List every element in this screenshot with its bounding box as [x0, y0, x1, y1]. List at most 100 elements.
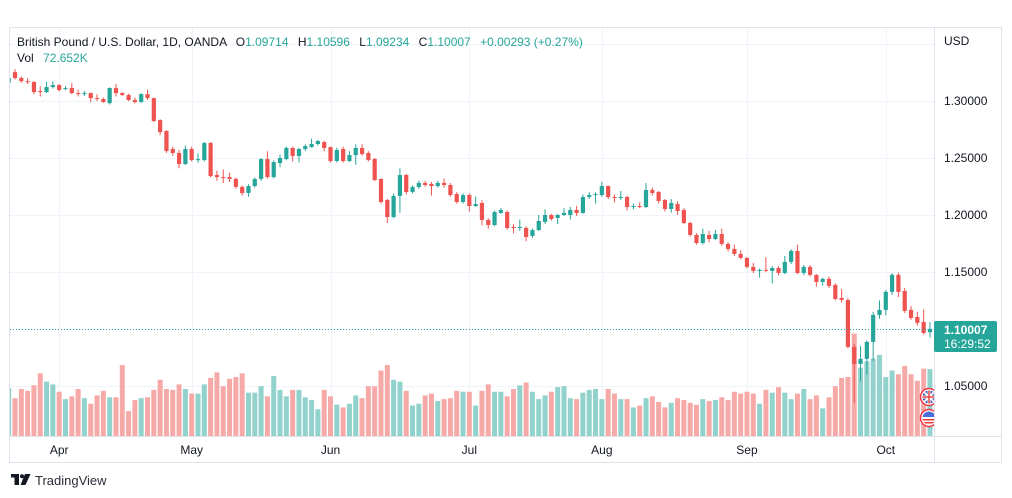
- candle-body: [107, 88, 112, 104]
- candle: [700, 228, 705, 245]
- ohlc-open-label: O: [235, 35, 246, 49]
- volume-bar: [511, 388, 516, 436]
- candle-body: [139, 94, 144, 103]
- candle: [214, 170, 220, 181]
- candle: [524, 226, 529, 242]
- volume-bar: [876, 354, 882, 436]
- candle-body: [50, 85, 55, 88]
- candle-body: [542, 214, 548, 222]
- candle: [845, 298, 851, 349]
- candle-body: [341, 149, 346, 161]
- candle-body: [751, 266, 756, 271]
- candle-body: [921, 321, 926, 333]
- candle-body: [662, 199, 668, 209]
- candle-body: [486, 219, 491, 226]
- us-flag-icon[interactable]: [919, 408, 938, 428]
- candle-body: [707, 234, 712, 240]
- candle-body: [195, 159, 201, 161]
- volume-bar: [675, 398, 681, 436]
- time-axis[interactable]: Apr May Jun Jul Aug Sep Oct: [10, 437, 934, 462]
- candle: [473, 196, 478, 208]
- candle-body: [410, 186, 415, 192]
- candle: [833, 283, 838, 301]
- candle-body: [795, 250, 800, 273]
- us-flag-canton: [922, 411, 934, 417]
- volume-bar: [498, 391, 504, 436]
- volume-bar: [643, 398, 649, 436]
- chart-frame: [9, 27, 1002, 463]
- candle: [460, 193, 466, 204]
- candle-body: [322, 142, 327, 148]
- time-axis-label: Jun: [320, 443, 341, 457]
- candle: [580, 194, 586, 214]
- candle: [454, 192, 459, 204]
- candle: [517, 219, 522, 231]
- candle-body: [732, 248, 737, 254]
- candle-body: [391, 195, 396, 218]
- candle: [744, 257, 750, 269]
- uk-flag-icon[interactable]: [919, 387, 938, 407]
- candle-body: [498, 209, 503, 213]
- candle: [725, 242, 731, 252]
- volume-bar: [485, 384, 491, 436]
- volume-bar: [662, 407, 668, 436]
- candle-body: [10, 77, 11, 83]
- candle-body: [908, 309, 914, 318]
- candle: [423, 180, 428, 187]
- candle-body: [650, 190, 655, 193]
- candle: [107, 87, 112, 105]
- candle: [492, 210, 497, 227]
- volume-bar: [62, 399, 68, 436]
- candle: [707, 230, 712, 243]
- candle: [12, 69, 18, 80]
- volume-bar: [107, 397, 113, 436]
- volume-bar: [826, 397, 832, 436]
- candle: [132, 97, 137, 104]
- candle: [391, 193, 396, 219]
- volume-bar: [832, 386, 838, 436]
- candle: [738, 250, 743, 260]
- volume-bar: [776, 387, 782, 436]
- candle-body: [700, 234, 705, 244]
- candle-body: [183, 149, 188, 165]
- time-axis-label: May: [180, 443, 204, 457]
- candle: [675, 201, 680, 215]
- volume-bar: [548, 391, 554, 436]
- volume-bar: [25, 390, 31, 436]
- candle: [139, 93, 144, 103]
- tradingview-logo-link[interactable]: TradingView: [11, 472, 107, 488]
- candle-body: [265, 159, 270, 178]
- candle: [757, 268, 762, 278]
- ohlc-low-label: L: [359, 35, 366, 49]
- ohlc-close-label: C: [418, 35, 428, 49]
- candle-body: [833, 284, 838, 299]
- logo-text: TradingView: [35, 472, 107, 488]
- candle: [587, 192, 592, 200]
- candle: [189, 146, 194, 162]
- volume-bar: [858, 367, 864, 436]
- volume-bar: [321, 389, 327, 436]
- candle-body: [890, 274, 895, 292]
- volume-bar: [731, 391, 737, 436]
- candle: [448, 183, 453, 197]
- volume-bar: [700, 399, 706, 436]
- last-price-value: 1.10007: [944, 323, 988, 337]
- candle: [606, 185, 611, 200]
- candle: [240, 185, 245, 196]
- candle-body: [505, 212, 510, 228]
- candle: [435, 180, 440, 188]
- candle: [303, 144, 308, 152]
- candle: [820, 277, 825, 286]
- candle-body: [744, 257, 750, 267]
- volume-bar: [782, 392, 788, 436]
- candle-body: [555, 214, 560, 218]
- volume-bar: [126, 411, 132, 436]
- candle: [479, 200, 485, 226]
- price-axis[interactable]: 1.30000 1.25000 1.20000 1.15000 1.05000: [935, 28, 1001, 436]
- candle: [650, 187, 655, 196]
- candle-body: [202, 142, 207, 161]
- ohlc-open: O1.09714: [236, 35, 289, 49]
- candle-body: [208, 142, 213, 177]
- candle: [561, 208, 567, 217]
